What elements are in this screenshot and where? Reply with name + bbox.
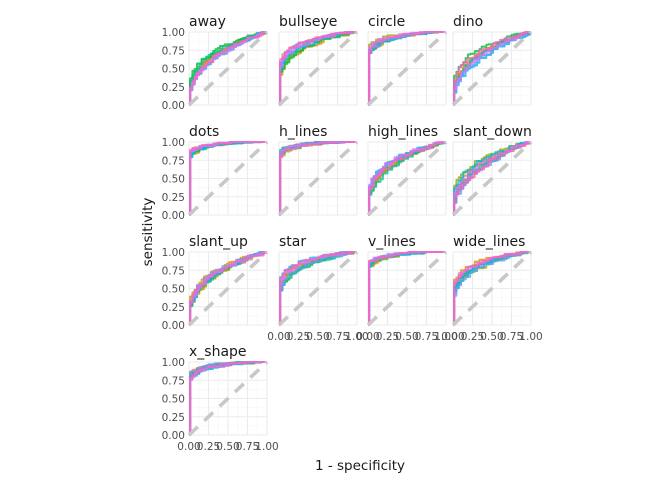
x-tick-label: 0.00	[267, 331, 290, 343]
reference-diagonal	[187, 250, 269, 327]
y-tick-label: 0.00	[162, 210, 185, 222]
reference-diagonal	[187, 140, 269, 217]
facet-title: star	[279, 234, 306, 250]
facet-panel-slant-up: slant_up 0.00 0.25 0.50 0.75 1.00	[162, 234, 269, 332]
roc-curve	[189, 251, 268, 326]
x-tick-label: 1.00	[255, 441, 278, 453]
facet-title: slant_up	[189, 234, 248, 250]
y-tick-label: 0.50	[162, 64, 185, 76]
x-tick-label: 0.75	[236, 441, 259, 453]
x-tick-label: 0.75	[326, 331, 349, 343]
y-tick-label: 0.75	[162, 375, 185, 387]
x-tick-label: 0.50	[480, 331, 503, 343]
roc-curve	[279, 31, 357, 106]
roc-curve	[368, 31, 446, 106]
x-tick-label: 0.25	[287, 331, 310, 343]
x-tick-label: 0.25	[197, 441, 220, 453]
x-tick-label: 0.50	[395, 331, 418, 343]
facet-panel-dino: dino	[451, 14, 533, 107]
facet-panel-v-lines: v_lines 0.000.250.500.751.00	[356, 234, 457, 343]
x-tick-label: 0.50	[306, 331, 329, 343]
x-tick-label: 0.00	[356, 331, 379, 343]
x-tick-label: 0.25	[461, 331, 484, 343]
y-tick-label: 0.25	[162, 82, 185, 94]
y-tick-label: 0.25	[162, 302, 185, 314]
reference-diagonal	[277, 30, 359, 107]
roc-curve	[189, 361, 267, 436]
y-tick-label: 0.75	[162, 265, 185, 277]
y-tick-label: 1.00	[162, 27, 185, 39]
reference-diagonal	[277, 140, 359, 217]
facet-panel-circle: circle	[366, 14, 448, 107]
y-tick-label: 0.25	[162, 412, 185, 424]
facet-panel-x-shape: x_shape0.000.250.500.751.000.000.250.500…	[162, 344, 279, 453]
reference-diagonal	[366, 250, 448, 327]
y-tick-label: 0.00	[162, 100, 185, 112]
roc-curve	[279, 251, 357, 326]
facet-title: x_shape	[189, 344, 247, 360]
x-tick-label: 1.00	[434, 331, 457, 343]
x-tick-label: 0.00	[177, 441, 200, 453]
y-tick-label: 1.00	[162, 357, 185, 369]
facet-title: circle	[368, 14, 405, 30]
roc-curve	[189, 31, 268, 106]
y-tick-label: 0.25	[162, 192, 185, 204]
x-axis-title: 1 - specificity	[315, 458, 405, 474]
reference-diagonal	[366, 30, 448, 107]
facet-title: h_lines	[279, 124, 327, 140]
facet-panel-slant-down: slant_down	[451, 124, 533, 217]
facet-panel-dots: dots 0.00 0.25 0.50 0.75 1.00	[162, 124, 269, 222]
y-tick-label: 1.00	[162, 247, 185, 259]
x-tick-label: 1.00	[345, 331, 368, 343]
facet-title: away	[189, 14, 226, 30]
y-tick-label: 0.50	[162, 284, 185, 296]
facet-panel-high-lines: high_lines	[366, 124, 448, 217]
x-tick-label: 0.50	[216, 441, 239, 453]
facet-panel-h-lines: h_lines	[277, 124, 359, 217]
reference-diagonal	[451, 30, 533, 107]
reference-diagonal	[187, 30, 269, 107]
y-tick-label: 0.00	[162, 430, 185, 442]
facet-title: slant_down	[453, 124, 532, 140]
y-tick-label: 0.50	[162, 174, 185, 186]
reference-diagonal	[451, 250, 533, 327]
y-tick-label: 0.75	[162, 155, 185, 167]
reference-diagonal	[187, 360, 269, 437]
reference-diagonal	[366, 140, 448, 217]
facet-panel-wide-lines: wide_lines 0.000.250.500.751.00	[441, 234, 542, 343]
x-tick-label: 0.75	[415, 331, 438, 343]
facet-title: wide_lines	[453, 234, 525, 250]
facet-panel-away: away 0.00 0.25 0.50 0.75 1.00	[162, 14, 269, 112]
y-tick-label: 0.75	[162, 45, 185, 57]
facet-title: dino	[453, 14, 483, 30]
x-tick-label: 0.25	[376, 331, 399, 343]
roc-curve	[453, 31, 531, 106]
facet-panel-bullseye: bullseye	[277, 14, 359, 107]
roc-curve	[189, 141, 267, 216]
roc-curve	[368, 141, 446, 216]
x-tick-label: 0.00	[441, 331, 464, 343]
x-tick-label: 1.00	[519, 331, 542, 343]
roc-curve	[368, 251, 446, 326]
facet-title: bullseye	[279, 14, 337, 30]
y-tick-label: 0.00	[162, 320, 185, 332]
facet-title: high_lines	[368, 124, 438, 140]
y-axis-title: sensitivity	[140, 198, 156, 267]
y-tick-label: 0.50	[162, 394, 185, 406]
facet-title: dots	[189, 124, 219, 140]
facet-panel-star: star 0.000.250.500.751.00	[267, 234, 368, 343]
roc-curve	[279, 251, 357, 326]
x-tick-label: 0.75	[500, 331, 523, 343]
roc-curve	[279, 141, 357, 216]
y-tick-label: 1.00	[162, 137, 185, 149]
roc-curve	[453, 141, 532, 216]
reference-diagonal	[451, 140, 533, 217]
facet-title: v_lines	[368, 234, 416, 250]
reference-diagonal	[277, 250, 359, 327]
roc-curve	[453, 251, 531, 326]
